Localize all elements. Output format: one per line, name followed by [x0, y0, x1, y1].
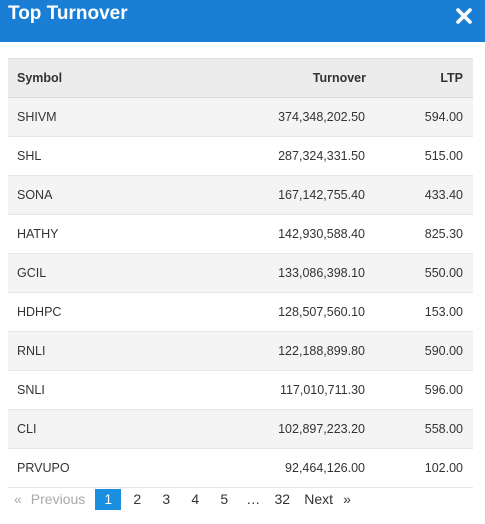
page-32-button[interactable]: 32: [274, 491, 291, 507]
table-row[interactable]: RNLI 122,188,899.80 590.00: [8, 331, 473, 371]
table-row[interactable]: SHIVM 374,348,202.50 594.00: [8, 97, 473, 137]
next-button[interactable]: Next: [304, 491, 334, 507]
table-row[interactable]: PRVUPO 92,464,126.00 102.00: [8, 448, 473, 488]
table-row[interactable]: SNLI 117,010,711.30 596.00: [8, 370, 473, 410]
cell-turnover: 133,086,398.10: [278, 266, 365, 280]
pagination-ellipsis: …: [246, 491, 261, 507]
cell-turnover: 374,348,202.50: [278, 110, 365, 124]
cell-ltp: 825.30: [424, 227, 463, 241]
cell-ltp: 433.40: [424, 188, 463, 202]
table-row[interactable]: HATHY 142,930,588.40 825.30: [8, 214, 473, 254]
page-5-button[interactable]: 5: [220, 491, 229, 507]
table-row[interactable]: SHL 287,324,331.50 515.00: [8, 136, 473, 176]
cell-turnover: 122,188,899.80: [278, 344, 365, 358]
column-header-turnover[interactable]: Turnover: [312, 71, 366, 85]
cell-symbol: CLI: [17, 422, 37, 436]
page-2-button[interactable]: 2: [133, 491, 142, 507]
cell-symbol: PRVUPO: [17, 461, 70, 475]
cell-symbol: SNLI: [17, 383, 45, 397]
previous-arrow: «: [14, 491, 22, 507]
page-1-button[interactable]: 1: [95, 488, 122, 510]
cell-ltp: 515.00: [424, 149, 463, 163]
table-row[interactable]: SONA 167,142,755.40 433.40: [8, 175, 473, 215]
cell-symbol: SHIVM: [17, 110, 57, 124]
modal-header: Top Turnover: [0, 0, 485, 42]
cell-turnover: 287,324,331.50: [278, 149, 365, 163]
page-3-button[interactable]: 3: [162, 491, 171, 507]
cell-ltp: 596.00: [424, 383, 463, 397]
close-icon[interactable]: [455, 4, 473, 26]
pagination: « Previous 1 2 3 4 5 … 32 Next »: [14, 488, 351, 510]
cell-ltp: 594.00: [424, 110, 463, 124]
table-header-row: Symbol Turnover LTP: [8, 58, 473, 98]
table-row[interactable]: HDHPC 128,507,560.10 153.00: [8, 292, 473, 332]
column-header-symbol[interactable]: Symbol: [17, 71, 63, 85]
cell-turnover: 92,464,126.00: [285, 461, 365, 475]
column-header-ltp[interactable]: LTP: [440, 71, 463, 85]
cell-ltp: 558.00: [424, 422, 463, 436]
cell-symbol: HATHY: [17, 227, 59, 241]
table-row[interactable]: GCIL 133,086,398.10 550.00: [8, 253, 473, 293]
cell-turnover: 167,142,755.40: [278, 188, 365, 202]
cell-ltp: 590.00: [424, 344, 463, 358]
turnover-table: Symbol Turnover LTP SHIVM 374,348,202.50 5…: [8, 58, 473, 488]
previous-button: Previous: [30, 491, 86, 507]
cell-symbol: SHL: [17, 149, 42, 163]
turnover-table-container: Symbol Turnover LTP SHIVM 374,348,202.50 5…: [8, 58, 473, 488]
cell-ltp: 153.00: [424, 305, 463, 319]
cell-symbol: RNLI: [17, 344, 46, 358]
table-row[interactable]: CLI 102,897,223.20 558.00: [8, 409, 473, 449]
page-4-button[interactable]: 4: [191, 491, 200, 507]
cell-ltp: 102.00: [424, 461, 463, 475]
cell-symbol: HDHPC: [17, 305, 62, 319]
cell-ltp: 550.00: [424, 266, 463, 280]
cell-turnover: 102,897,223.20: [278, 422, 365, 436]
cell-turnover: 128,507,560.10: [278, 305, 365, 319]
cell-symbol: GCIL: [17, 266, 47, 280]
cell-turnover: 117,010,711.30: [279, 383, 365, 397]
next-arrow[interactable]: »: [343, 491, 351, 507]
cell-turnover: 142,930,588.40: [278, 227, 365, 241]
cell-symbol: SONA: [17, 188, 53, 202]
modal-title: Top Turnover: [8, 3, 128, 24]
